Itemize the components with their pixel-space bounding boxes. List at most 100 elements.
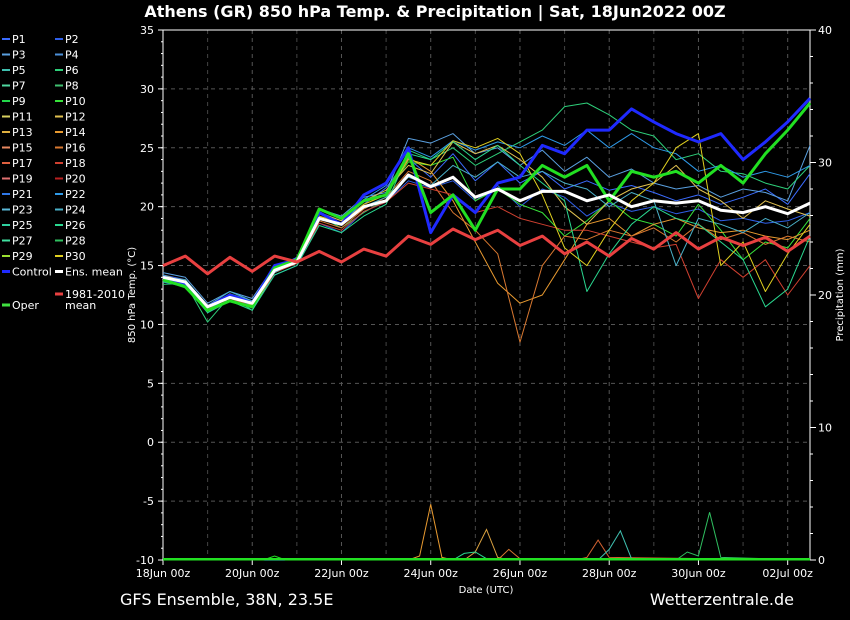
y2-tick-label: 10 [818,422,832,435]
legend-label: P24 [65,204,86,217]
legend-label: 1981-2010 [65,288,125,301]
legend-entry: P30 [55,250,86,263]
legend-entry: P11 [2,111,33,124]
legend-label: P22 [65,188,86,201]
x-tick-label: 20Jun 00z [225,567,280,580]
legend-label: P21 [12,188,33,201]
legend-entry: P27 [2,235,33,248]
legend-entry: P24 [55,204,86,217]
precip-line-p16 [163,539,811,561]
precipitation-lines [163,504,811,561]
legend-label: P14 [65,126,86,139]
legend-entry: P10 [55,95,86,108]
legend-entry: Ens. mean [55,266,123,279]
legend-label: P2 [65,33,79,46]
y2-tick-label: 40 [818,24,832,37]
y-axis-label: 850 hPa Temp. (°C) [127,247,138,343]
y-tick-label: 0 [147,436,154,449]
x-tick-label: 26Jun 00z [493,567,548,580]
legend-label: P18 [65,157,86,170]
legend-entry: P25 [2,219,33,232]
legend-entry: P16 [55,142,86,155]
x-tick-label: 02Jul 00z [762,567,813,580]
legend-entry: P29 [2,250,33,263]
legend-label: P10 [65,95,86,108]
legend-entry: P7 [2,80,26,93]
legend-entry: P9 [2,95,26,108]
legend-label: P28 [65,235,86,248]
legend-entry: P19 [2,173,33,186]
legend-entry: P15 [2,142,33,155]
legend-label: P11 [12,111,33,124]
legend-entry: P8 [55,80,79,93]
series-line-p26 [162,141,811,314]
legend-label: P9 [12,95,26,108]
legend-entry: P13 [2,126,33,139]
legend-label: P1 [12,33,26,46]
y-tick-label: 15 [140,260,154,273]
x-tick-label: 22Jun 00z [314,567,369,580]
legend-label: P30 [65,250,86,263]
legend-label: P25 [12,219,33,232]
legend-label: P6 [65,64,79,77]
y-tick-label: 35 [140,24,154,37]
legend-entry: P6 [55,64,79,77]
series-line-ens-mean [162,173,811,309]
legend-label: P5 [12,64,26,77]
series-line-1981-2010-mean [162,227,811,276]
x-tick-label: 24Jun 00z [403,567,458,580]
temperature-lines [162,97,812,343]
precip-line-p28 [163,512,811,561]
y-tick-label: 25 [140,142,154,155]
legend-label: P8 [65,80,79,93]
legend-entry: P14 [55,126,86,139]
legend-label: P15 [12,142,33,155]
legend-label: P29 [12,250,33,263]
legend-label: P26 [65,219,86,232]
legend-entry: P17 [2,157,33,170]
legend-entry: P2 [55,33,79,46]
legend-label: P19 [12,173,33,186]
precip-line-p14 [163,504,810,561]
legend-label: Oper [12,299,39,312]
legend-label: Control [12,266,52,279]
legend-label: P3 [12,49,26,62]
x-axis-label: Date (UTC) [459,585,514,596]
y-tick-label: 30 [140,83,154,96]
legend-entry: P18 [55,157,86,170]
legend-label: P17 [12,157,33,170]
legend-entry: P21 [2,188,33,201]
y2-tick-label: 0 [818,554,825,567]
legend-entry: P23 [2,204,33,217]
legend-entry: P12 [55,111,86,124]
footer-model-info: GFS Ensemble, 38N, 23.5E [120,590,333,609]
chart-title: Athens (GR) 850 hPa Temp. & Precipitatio… [144,2,725,22]
legend-entry: P28 [55,235,86,248]
legend-entry: P22 [55,188,86,201]
footer-source: Wetterzentrale.de [650,590,794,609]
precip-line-p22 [163,529,811,561]
legend-label: Ens. mean [65,266,123,279]
legend-label: P7 [12,80,26,93]
legend-entry: Control [2,266,52,279]
legend-label: P27 [12,235,33,248]
x-tick-label: 18Jun 00z [136,567,191,580]
tick-labels: -10 -5 0 5 10 15 20 25 30 35 0 10 20 30 40 18Jun 00z 20J… [136,24,832,580]
x-tick-label: 30Jun 00z [671,567,726,580]
y-tick-label: -10 [136,554,154,567]
legend-entry: P26 [55,219,86,232]
legend-entry: P4 [55,49,79,62]
y-tick-label: 10 [140,318,154,331]
legend-label: P13 [12,126,33,139]
y-tick-label: 20 [140,201,154,214]
legend-label: P16 [65,142,86,155]
y2-axis-label: Precipitation (mm) [835,248,846,341]
legend-entry: Oper [2,299,39,312]
legend-label: P4 [65,49,79,62]
legend-entry: P3 [2,49,26,62]
y-tick-label: 5 [147,377,154,390]
legend: P1 P2 P3 P4 P5 P6 P7 P8 P9 P10 P11 P12 P13 P14 P15 P16 P… [2,33,125,312]
y2-tick-label: 20 [818,289,832,302]
